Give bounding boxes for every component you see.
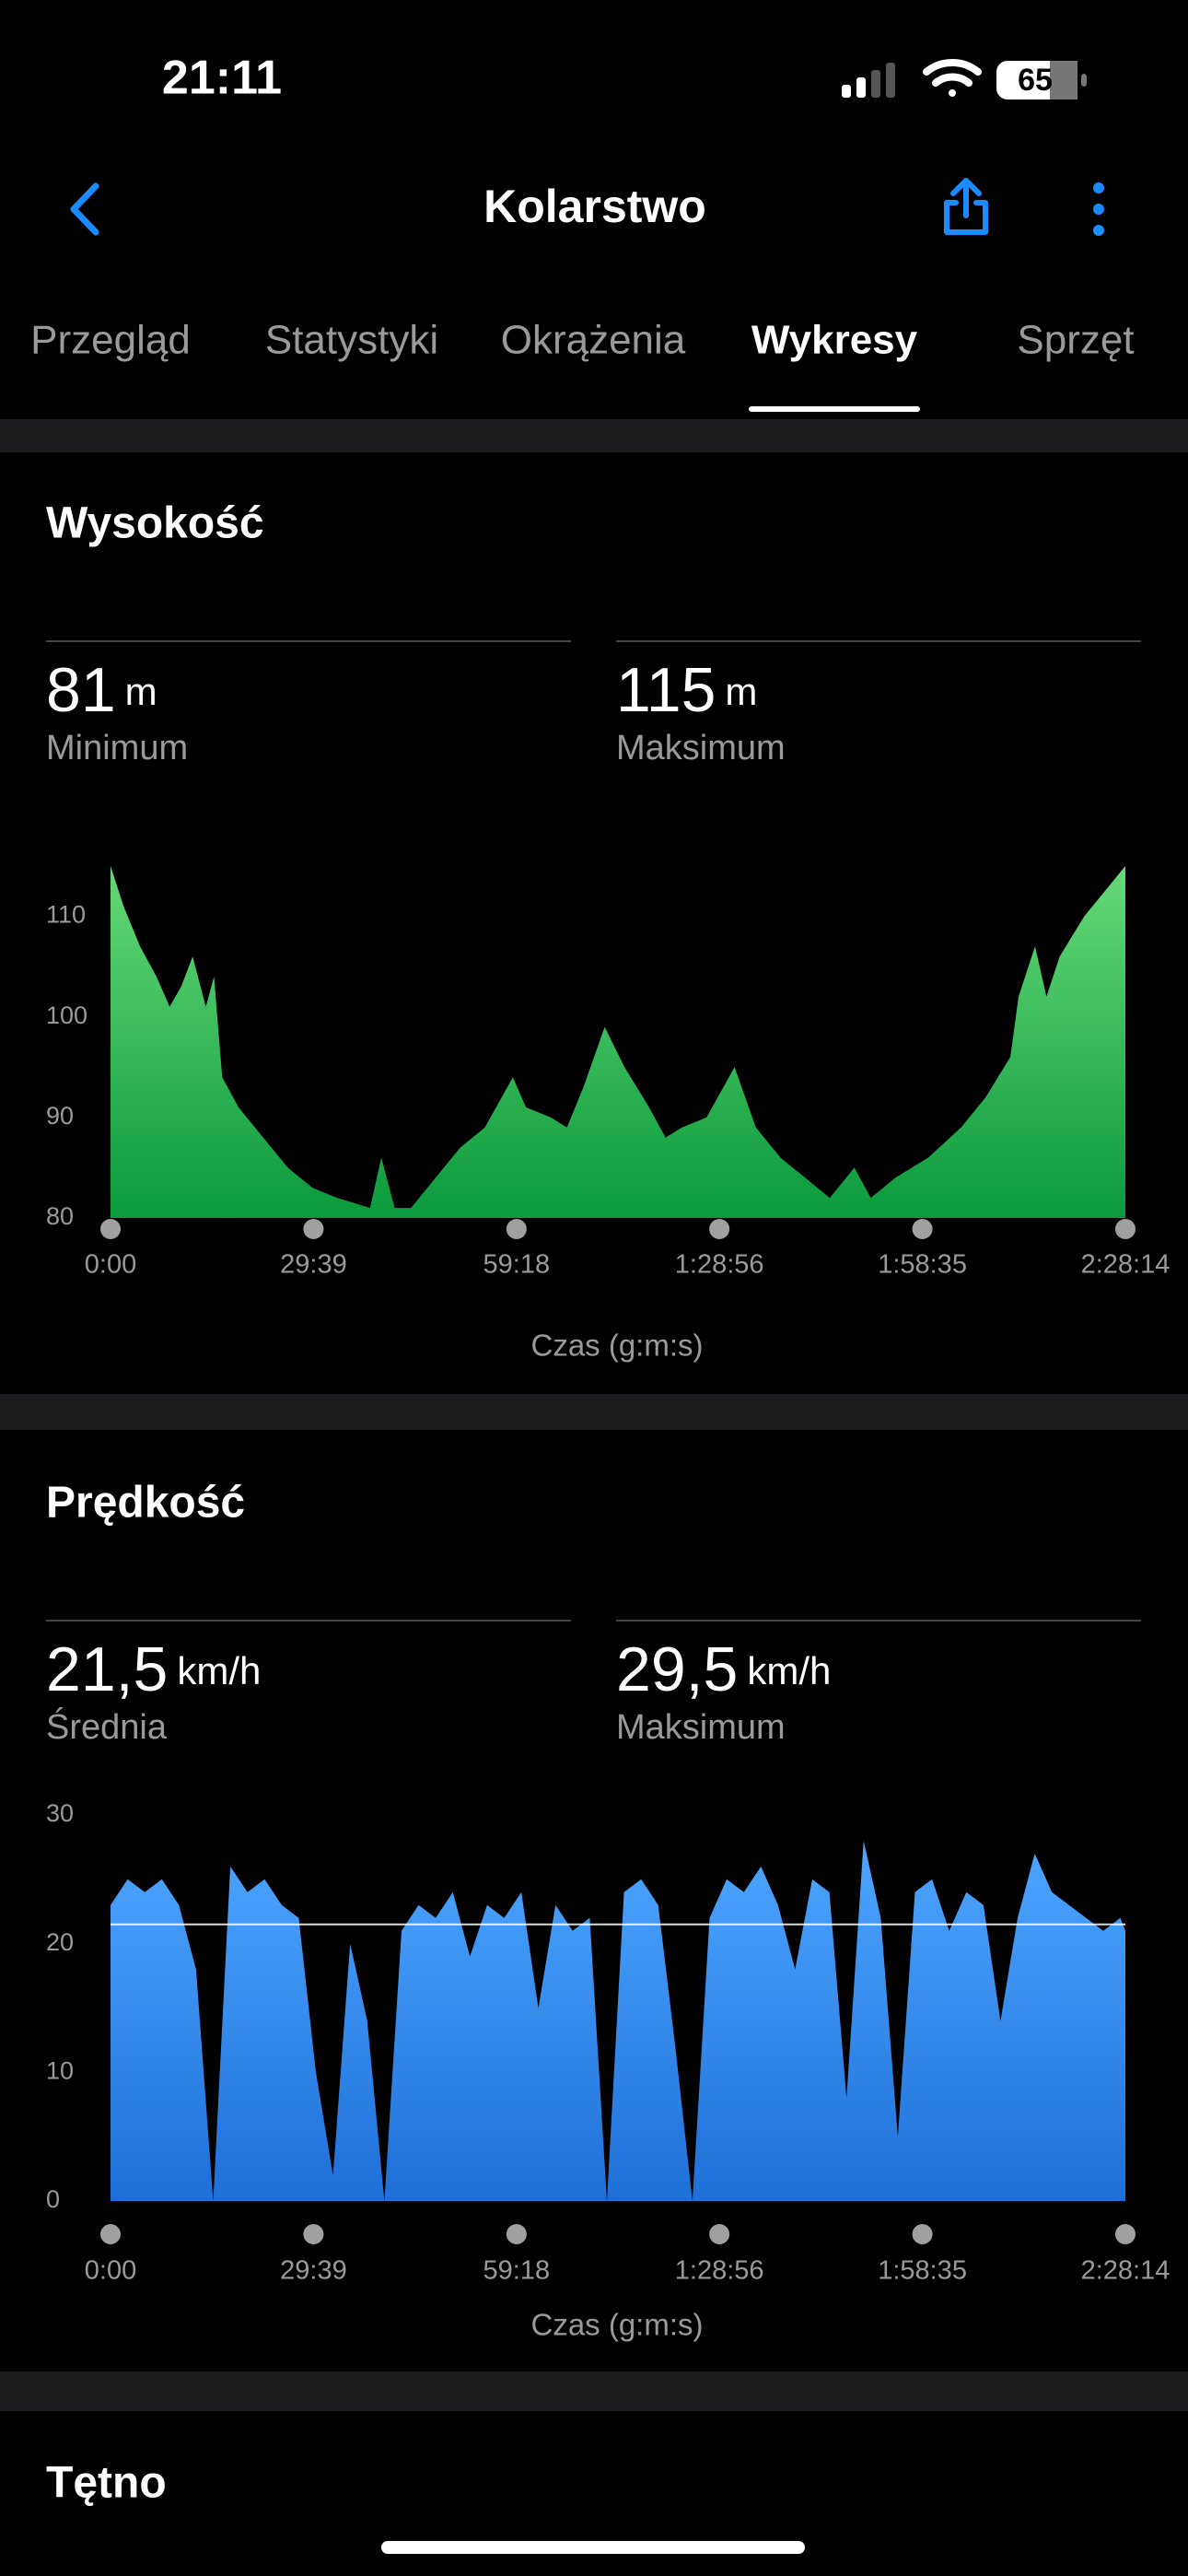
stat-unit: m: [725, 670, 757, 713]
x-tick-label: 1:28:56: [675, 2256, 764, 2286]
x-tick-dot: [709, 2224, 730, 2244]
separator: [0, 419, 1188, 452]
y-tick-label: 0: [46, 2185, 60, 2213]
tab[interactable]: Wykresy: [751, 318, 918, 363]
home-indicator: [381, 2541, 805, 2554]
stat-value: 81 m: [46, 655, 157, 725]
x-tick-label: 29:39: [280, 2256, 347, 2286]
x-tick-dot: [709, 1219, 730, 1239]
chart-title: Prędkość: [46, 1479, 245, 1528]
stat-value: 21,5 km/h: [46, 1634, 261, 1704]
signal-icon: [842, 63, 895, 98]
separator: [0, 1394, 1188, 1430]
y-tick-label: 80: [46, 1202, 74, 1230]
x-tick-label: 0:00: [85, 1250, 136, 1280]
x-tick-label: 1:58:35: [878, 1250, 967, 1280]
stat-value: 115 m: [616, 655, 757, 725]
stat-unit: km/h: [177, 1649, 261, 1692]
x-tick-dot: [912, 2224, 933, 2244]
x-axis-title: Czas (g:m:s): [530, 2308, 703, 2342]
wifi-icon: [923, 59, 982, 97]
y-tick-label: 100: [46, 1001, 87, 1029]
x-tick-dot: [506, 1219, 527, 1239]
x-tick-dot: [912, 1219, 933, 1239]
stat-label: Maksimum: [616, 1708, 786, 1747]
x-tick-dot: [506, 2224, 527, 2244]
x-tick-dot: [100, 1219, 121, 1239]
x-tick-label: 2:28:14: [1081, 2256, 1171, 2286]
x-tick-label: 59:18: [483, 2256, 551, 2286]
tab-bar: Przegląd Statystyki Okrążenia Wykresy Sprzęt: [30, 318, 1135, 412]
share-button[interactable]: [944, 178, 988, 235]
more-button[interactable]: [1093, 182, 1104, 236]
tab-indicator: [749, 406, 920, 412]
y-tick-label: 10: [46, 2056, 74, 2084]
x-tick-dot: [303, 1219, 324, 1239]
separator: [0, 2371, 1188, 2411]
battery-level: 65: [1018, 63, 1053, 98]
section-title: Tętno: [46, 2459, 167, 2508]
y-tick-label: 110: [46, 901, 86, 929]
x-tick-dot: [100, 2224, 121, 2244]
stat-label: Maksimum: [616, 729, 786, 767]
nav-title: Kolarstwo: [483, 181, 706, 232]
back-button[interactable]: [70, 182, 99, 236]
stat-unit: km/h: [747, 1649, 831, 1692]
stat-value: 29,5 km/h: [616, 1634, 831, 1704]
x-tick-label: 29:39: [280, 1250, 347, 1280]
area: [111, 1840, 1125, 2201]
x-tick-label: 1:58:35: [878, 2256, 967, 2286]
chart-title: Wysokość: [46, 499, 264, 548]
stat-label: Minimum: [46, 729, 188, 767]
tab[interactable]: Okrążenia: [501, 318, 686, 363]
x-axis-title: Czas (g:m:s): [530, 1329, 703, 1363]
stat-number: 29,5: [616, 1634, 738, 1704]
stat-label: Średnia: [46, 1705, 168, 1747]
stat-number: 21,5: [46, 1634, 168, 1704]
stat-number: 115: [616, 655, 716, 725]
y-tick-label: 90: [46, 1102, 74, 1130]
tab[interactable]: Statystyki: [265, 318, 438, 363]
x-tick-label: 59:18: [483, 1250, 551, 1280]
x-tick-dot: [1115, 1219, 1136, 1239]
stat-number: 81: [46, 655, 116, 725]
x-tick-label: 0:00: [85, 2256, 136, 2286]
battery-icon: 65: [996, 61, 1087, 100]
y-tick-label: 20: [46, 1928, 74, 1956]
stat-unit: m: [125, 670, 157, 713]
tab[interactable]: Sprzęt: [1017, 318, 1134, 363]
status-time: 21:11: [162, 52, 282, 105]
x-tick-dot: [303, 2224, 324, 2244]
tab[interactable]: Przegląd: [30, 318, 191, 363]
x-tick-label: 1:28:56: [675, 1250, 764, 1280]
area: [111, 865, 1125, 1218]
x-tick-dot: [1115, 2224, 1136, 2244]
y-tick-label: 30: [46, 1799, 74, 1827]
x-tick-label: 2:28:14: [1081, 1250, 1171, 1280]
